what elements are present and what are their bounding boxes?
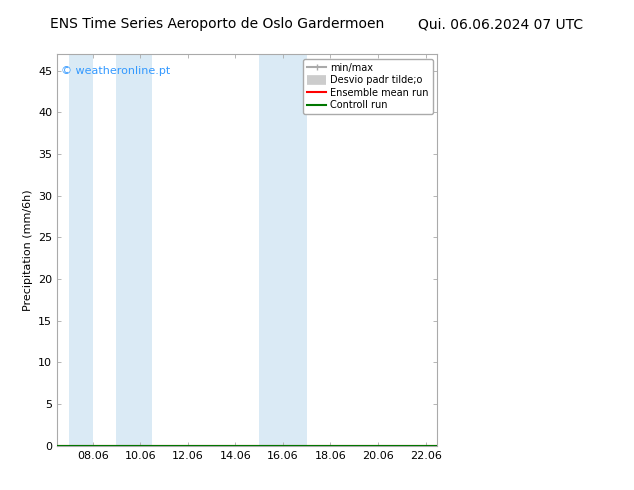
Text: ENS Time Series Aeroporto de Oslo Gardermoen: ENS Time Series Aeroporto de Oslo Garder…	[49, 17, 384, 31]
Bar	[117, 54, 152, 446]
Legend: min/max, Desvio padr tilde;o, Ensemble mean run, Controll run: min/max, Desvio padr tilde;o, Ensemble m…	[303, 59, 432, 114]
Bar	[69, 54, 93, 446]
Bar	[259, 54, 307, 446]
Y-axis label: Precipitation (mm/6h): Precipitation (mm/6h)	[23, 189, 32, 311]
Text: Qui. 06.06.2024 07 UTC: Qui. 06.06.2024 07 UTC	[418, 17, 583, 31]
Text: © weatheronline.pt: © weatheronline.pt	[61, 66, 170, 75]
